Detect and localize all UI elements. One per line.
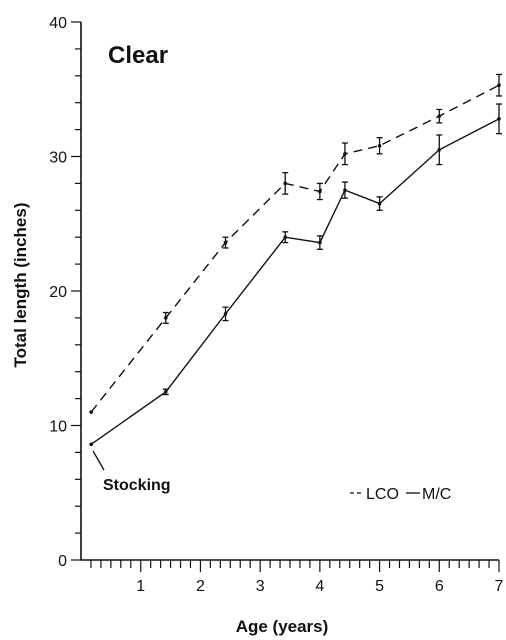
data-point	[163, 316, 168, 320]
series-layer	[89, 73, 502, 447]
series-line	[90, 118, 500, 445]
data-point	[343, 188, 347, 192]
data-point	[377, 201, 382, 206]
x-tick-label: 1	[136, 578, 145, 595]
series-m-c	[89, 103, 502, 447]
data-point	[437, 114, 442, 118]
data-point	[223, 240, 228, 245]
data-point	[318, 240, 322, 245]
y-tick-label: 0	[58, 553, 67, 570]
data-point	[497, 117, 501, 121]
data-point	[89, 442, 93, 447]
x-tick-label: 4	[315, 578, 324, 595]
x-tick-label: 3	[256, 578, 265, 595]
y-axis-label: Total length (inches)	[11, 203, 30, 368]
x-ticks: 1 2 3 4 5 6 7	[90, 560, 504, 595]
y-ticks: 0 10 20 30 40	[49, 15, 81, 570]
data-point	[283, 181, 288, 186]
y-tick-label: 10	[49, 419, 67, 436]
y-tick-label: 20	[49, 284, 67, 301]
x-tick-label: 5	[375, 578, 384, 595]
legend-label-lco: LCO	[366, 486, 399, 503]
data-point	[89, 410, 93, 414]
data-point	[163, 390, 168, 394]
x-tick-label: 2	[196, 578, 205, 595]
series-line	[90, 84, 500, 413]
data-point	[343, 152, 347, 156]
data-point	[497, 83, 501, 88]
chart-title: Clear	[108, 42, 168, 69]
x-tick-label: 6	[435, 578, 444, 595]
stocking-annotation: Stocking	[103, 477, 171, 494]
legend-label-mc: M/C	[422, 486, 451, 503]
y-tick-label: 40	[49, 15, 67, 32]
x-axis-label: Age (years)	[236, 617, 329, 636]
x-tick-label: 7	[495, 578, 504, 595]
data-point	[377, 143, 382, 148]
data-point	[223, 312, 228, 316]
series-lco	[89, 73, 502, 414]
data-point	[283, 235, 288, 239]
data-point	[437, 147, 442, 152]
data-point	[318, 189, 322, 194]
legend: LCO M/C	[350, 486, 451, 503]
y-tick-label: 30	[49, 150, 67, 167]
stocking-pointer	[92, 450, 105, 471]
